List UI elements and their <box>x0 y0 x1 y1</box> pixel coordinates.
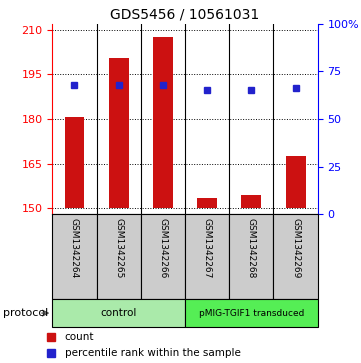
Bar <box>242 195 261 208</box>
Bar <box>185 214 229 299</box>
Bar <box>109 58 129 208</box>
Text: GSM1342266: GSM1342266 <box>158 219 168 279</box>
Bar <box>197 198 217 208</box>
Bar <box>229 214 274 299</box>
Bar <box>274 214 318 299</box>
Text: protocol: protocol <box>4 308 49 318</box>
Title: GDS5456 / 10561031: GDS5456 / 10561031 <box>110 7 260 21</box>
Bar <box>65 117 84 208</box>
Text: control: control <box>100 308 137 318</box>
Text: percentile rank within the sample: percentile rank within the sample <box>65 348 240 358</box>
Bar <box>286 156 305 208</box>
Bar <box>153 37 173 208</box>
Text: GSM1342268: GSM1342268 <box>247 219 256 279</box>
Bar <box>141 214 185 299</box>
Bar <box>52 214 97 299</box>
Text: pMIG-TGIF1 transduced: pMIG-TGIF1 transduced <box>199 309 304 318</box>
Bar <box>185 299 318 327</box>
Bar <box>97 214 141 299</box>
Bar <box>52 299 185 327</box>
Text: GSM1342264: GSM1342264 <box>70 219 79 279</box>
Text: GSM1342265: GSM1342265 <box>114 219 123 279</box>
Text: count: count <box>65 332 94 342</box>
Text: GSM1342267: GSM1342267 <box>203 219 212 279</box>
Text: GSM1342269: GSM1342269 <box>291 219 300 279</box>
